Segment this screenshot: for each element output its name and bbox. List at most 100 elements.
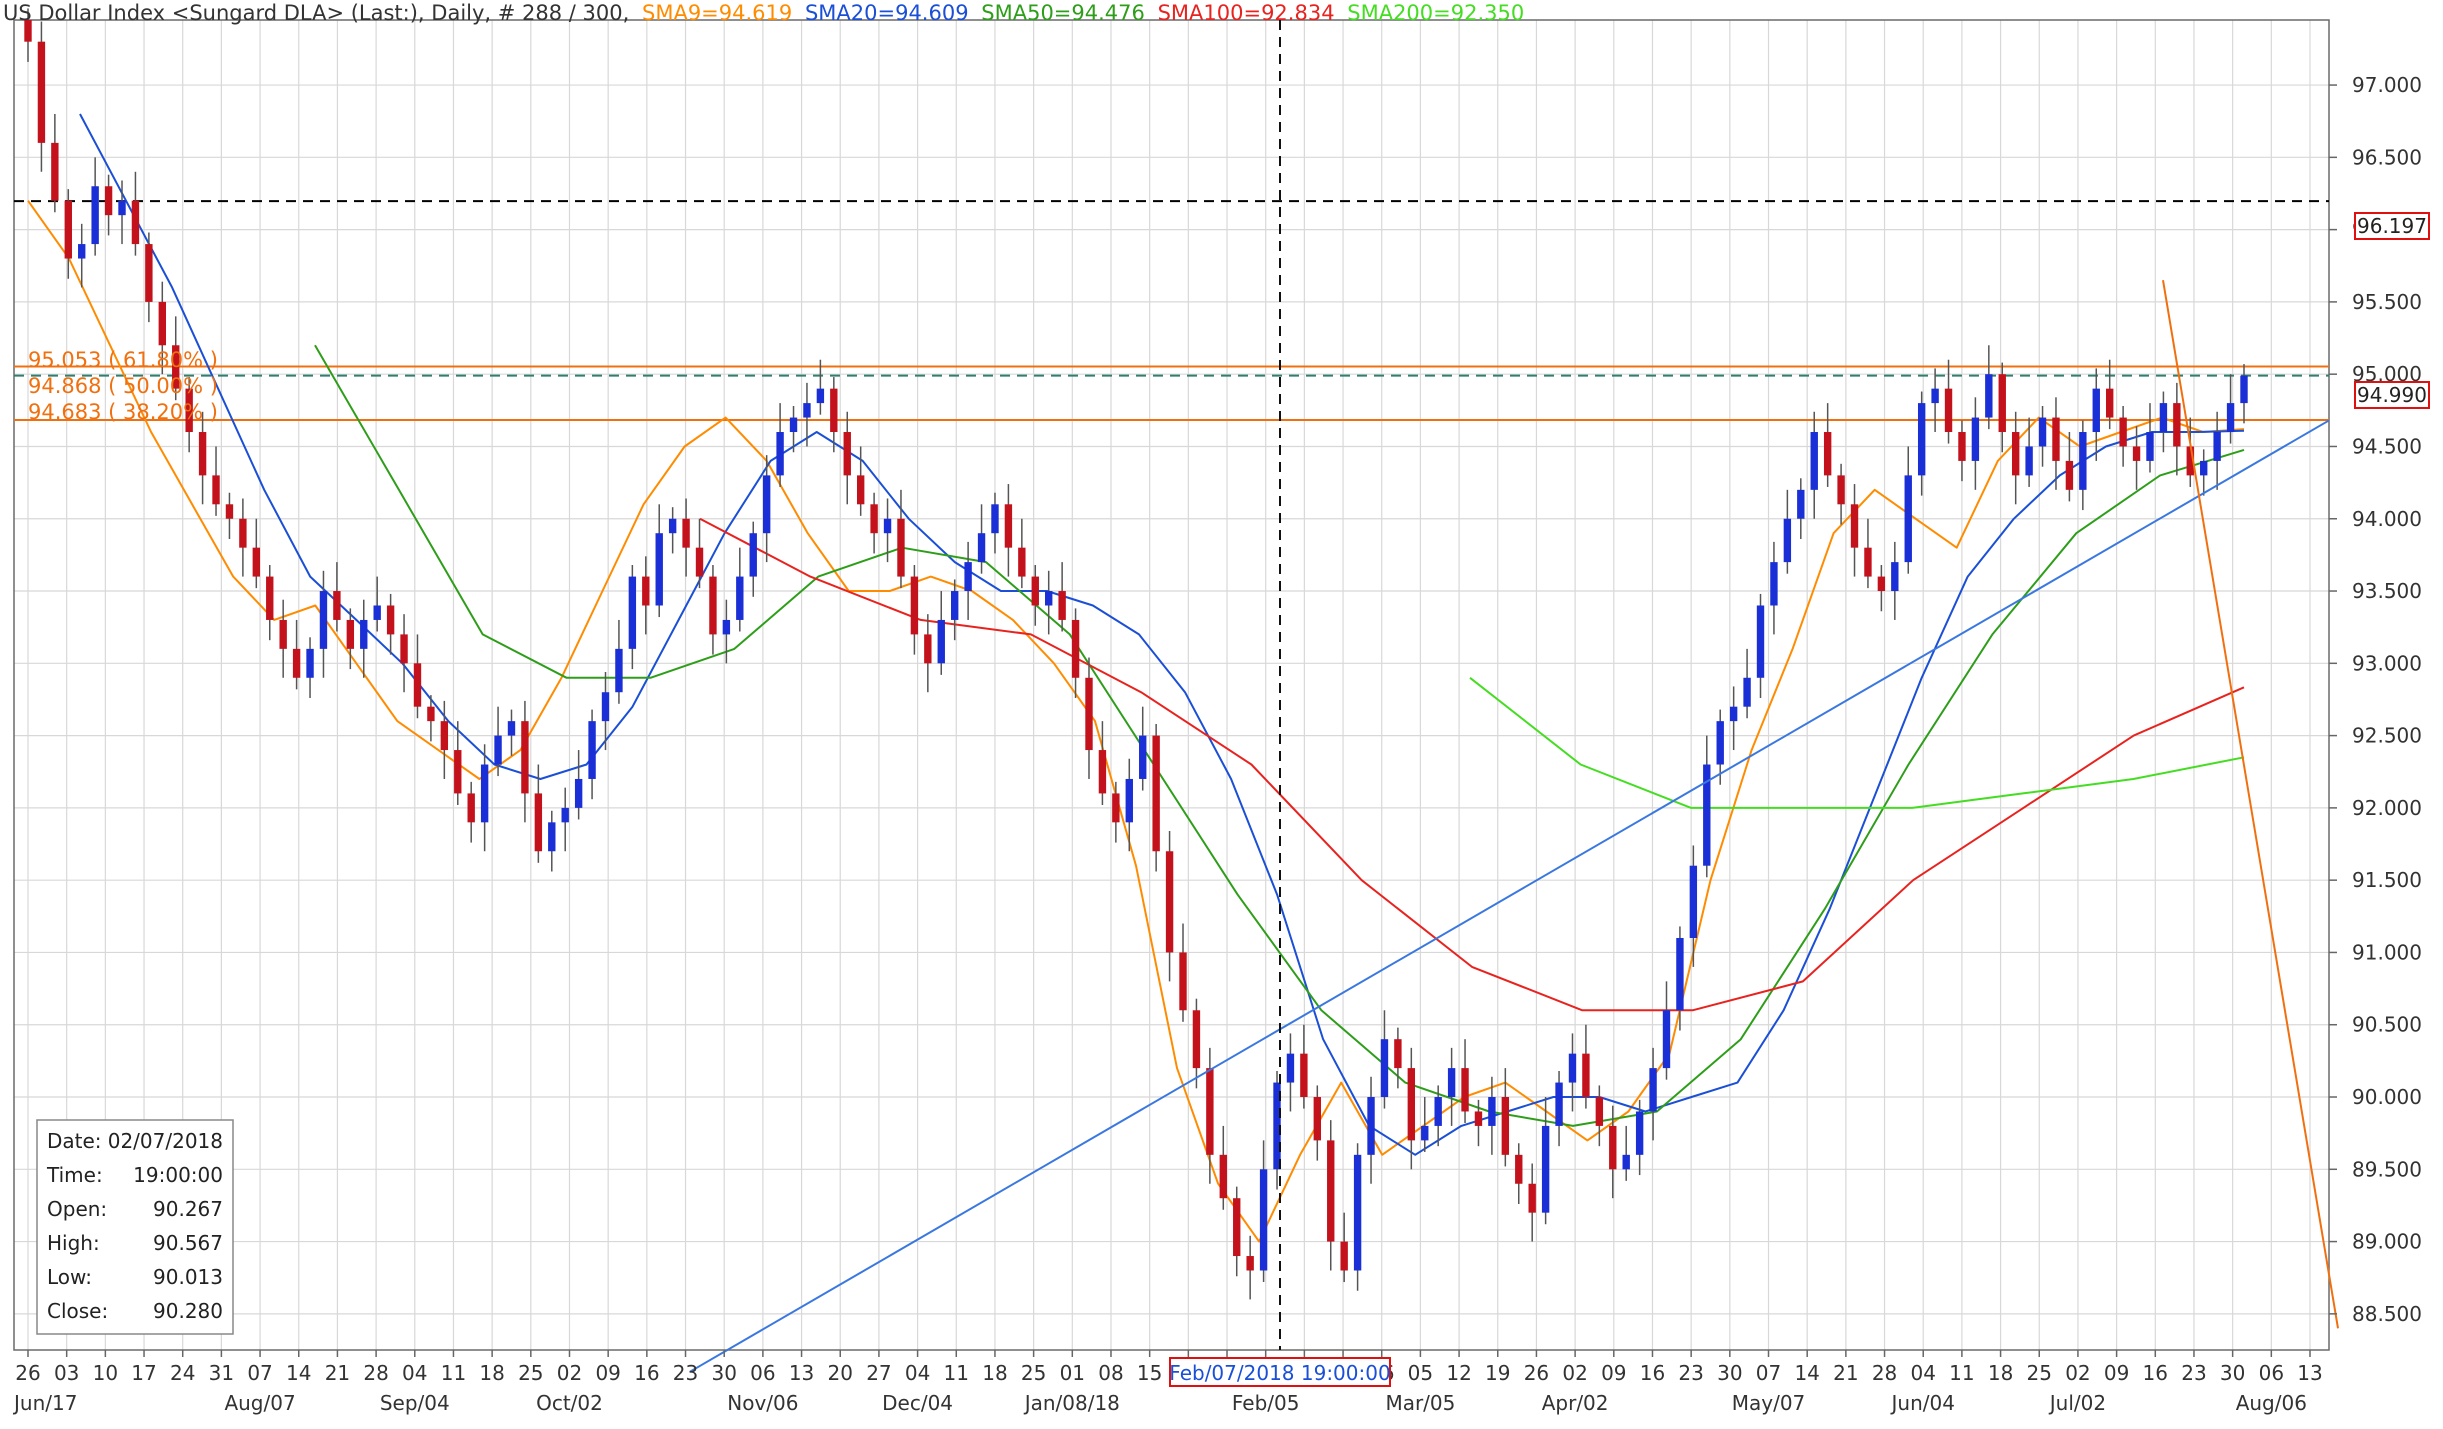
y-tick-label: 91.000: [2352, 940, 2422, 964]
candle-body: [615, 648, 623, 693]
x-tick-label: 28: [363, 1361, 388, 1385]
x-tick-label: 16: [1640, 1361, 1665, 1385]
candle-body: [1971, 417, 1980, 461]
y-tick-label: 93.500: [2352, 579, 2422, 603]
candle-body: [1286, 1053, 1295, 1083]
candle-body: [2052, 417, 2060, 461]
candle-body: [991, 504, 999, 534]
candle-body: [400, 634, 408, 664]
y-tick-label: 89.000: [2352, 1230, 2422, 1254]
candle-body: [1541, 1125, 1550, 1213]
candle-body: [427, 706, 435, 722]
x-tick-label: 08: [1098, 1361, 1123, 1385]
candle-body: [1098, 750, 1107, 794]
candle-body: [1313, 1097, 1322, 1141]
sma50-label: SMA50=94.476: [981, 1, 1145, 25]
y-tick-label: 91.500: [2352, 868, 2422, 892]
candle-body: [2092, 388, 2100, 433]
candle-body: [897, 518, 905, 577]
candle-body: [1958, 432, 1966, 461]
x-tick-label: 26: [15, 1361, 40, 1385]
candle-body: [507, 721, 516, 736]
candle-body: [2079, 432, 2087, 490]
y-tick-label: 94.000: [2352, 507, 2422, 531]
y-tick-label: 90.000: [2352, 1085, 2422, 1109]
candle-body: [789, 417, 798, 433]
info-value: 02/07/2018: [108, 1129, 223, 1153]
x-tick-label: 02: [2065, 1361, 2090, 1385]
info-value: 90.280: [153, 1299, 223, 1323]
y-tick-label: 95.500: [2352, 290, 2422, 314]
axes: 97.00096.50096.00095.50095.00094.50094.0…: [12, 73, 2422, 1415]
x-tick-label: 20: [828, 1361, 853, 1385]
candle-body: [78, 244, 86, 259]
crosshair-date-text: Feb/07/2018 19:00:00: [1169, 1361, 1390, 1385]
candle-body: [601, 692, 610, 722]
candle-body: [239, 518, 247, 548]
x-tick-label: 02: [1562, 1361, 1587, 1385]
month-label: May/07: [1732, 1391, 1806, 1415]
info-value: 90.267: [153, 1197, 223, 1221]
month-label: Apr/02: [1542, 1391, 1609, 1415]
x-tick-label: 07: [247, 1361, 272, 1385]
price-marker-last-text: 94.990: [2357, 383, 2427, 407]
candle-body: [37, 41, 46, 143]
fib-swing-line: [2162, 280, 2339, 1329]
x-tick-label: 15: [1137, 1361, 1162, 1385]
candle-body: [964, 562, 972, 592]
month-label: Sep/04: [380, 1391, 450, 1415]
month-label: Jun/04: [1890, 1391, 1955, 1415]
candle-body: [937, 619, 945, 664]
candle-body: [1407, 1068, 1416, 1141]
candle-body: [91, 186, 99, 245]
candle-body: [2146, 432, 2154, 461]
x-tick-label: 16: [2143, 1361, 2168, 1385]
candle-body: [1770, 562, 1778, 606]
candle-body: [682, 518, 690, 548]
x-tick-label: 09: [1601, 1361, 1626, 1385]
candle-body: [2173, 403, 2181, 447]
y-tick-label: 89.500: [2352, 1157, 2422, 1181]
candle-body: [776, 432, 784, 476]
candle-body: [1998, 374, 2006, 433]
x-tick-label: 21: [325, 1361, 350, 1385]
x-tick-label: 09: [595, 1361, 620, 1385]
candle-body: [1568, 1053, 1577, 1083]
candle-body: [1622, 1154, 1630, 1170]
x-tick-label: 23: [1678, 1361, 1703, 1385]
sma-line-sma200: [1469, 677, 2245, 809]
x-tick-label: 30: [711, 1361, 736, 1385]
sma9-label: SMA9=94.619: [642, 1, 792, 25]
candle-body: [1729, 706, 1738, 722]
x-tick-label: 25: [518, 1361, 543, 1385]
candle-body: [1273, 1082, 1281, 1170]
candle-body: [306, 648, 314, 678]
candle-body: [1864, 547, 1872, 577]
x-tick-label: 13: [789, 1361, 814, 1385]
x-tick-label: 21: [1833, 1361, 1858, 1385]
candle-body: [870, 504, 878, 534]
candle-body: [1327, 1140, 1335, 1242]
candle-body: [977, 533, 986, 563]
candle-body: [2240, 375, 2248, 404]
candle-body: [2226, 403, 2235, 433]
x-tick-label: 04: [1910, 1361, 1935, 1385]
x-tick-label: 04: [905, 1361, 930, 1385]
candle-body: [360, 619, 368, 649]
x-tick-label: 18: [1988, 1361, 2013, 1385]
candle-body: [1635, 1111, 1644, 1155]
candle-body: [1233, 1198, 1241, 1257]
fib-label-500: 94.868 ( 50.00% ): [28, 374, 218, 398]
candle-body: [2132, 446, 2141, 461]
moving-averages: [27, 113, 2245, 1243]
candle-body: [386, 605, 395, 635]
x-tick-label: 09: [2104, 1361, 2129, 1385]
candle-body: [1380, 1039, 1389, 1098]
candle-body: [225, 504, 234, 519]
candle-body: [480, 764, 489, 823]
candle-body: [2200, 460, 2208, 476]
sma-line-sma9: [27, 200, 2245, 1243]
x-tick-label: 11: [1949, 1361, 1974, 1385]
candle-body: [816, 388, 825, 404]
